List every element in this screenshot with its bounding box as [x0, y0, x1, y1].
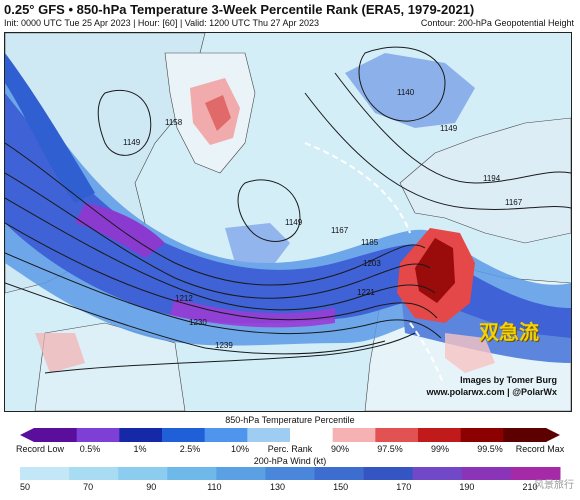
wind-colorbar-segment	[412, 467, 463, 480]
double-jet-annotation: 双急流	[479, 322, 539, 344]
temp-colorbar	[20, 428, 560, 442]
wind-colorbar-segment	[363, 467, 414, 480]
wind-tick-label: 90	[146, 482, 157, 492]
contour-label: 1239	[215, 341, 233, 350]
temp-tick-label: 99.5%	[477, 444, 503, 454]
temp-tick-label: 97.5%	[377, 444, 403, 454]
map-canvas: 1149 1158 1140 1149 1149 1167 1185 1203 …	[5, 33, 571, 411]
annotation-arrow	[304, 142, 411, 234]
temp-colorbar-segment	[76, 428, 120, 442]
contour-label: 1149	[123, 138, 141, 147]
europe-land	[399, 117, 571, 244]
wind-tick-label: 110	[207, 482, 222, 492]
temp-tick-label: 2.5%	[179, 444, 201, 454]
temp-legend-title: 850-hPa Temperature Percentile	[225, 415, 355, 425]
temp-colorbar-segment	[204, 428, 248, 442]
wind-colorbar-segment	[314, 467, 365, 480]
wind-tick-label: 150	[333, 482, 349, 492]
temp-tick-label: 99%	[430, 444, 450, 454]
temp-colorbar-segment	[34, 428, 78, 442]
credit-line-2: www.polarwx.com | @PolarWx	[426, 387, 558, 397]
temp-tick-label: Perc. Rank	[267, 444, 313, 454]
greenland-warm-core	[205, 95, 231, 131]
temp-tick-label: 10%	[230, 444, 250, 454]
contour-label: 1194	[483, 174, 501, 183]
wind-colorbar-segment	[69, 467, 119, 480]
northern-jet-band	[5, 53, 95, 203]
temp-colorbar-segment	[162, 428, 206, 442]
wind-colorbar-segment	[167, 467, 217, 480]
temp-tick-label: 1%	[133, 444, 147, 454]
africa-warm-patches	[445, 333, 495, 373]
annotation-arrow	[409, 322, 444, 384]
iberia-record-core	[415, 238, 455, 303]
wind-colorbar-segment	[461, 467, 512, 480]
height-contours	[5, 46, 571, 374]
temp-colorbar-segment	[503, 428, 547, 442]
colorbar-right-arrow	[546, 428, 560, 442]
contour-label: 1167	[331, 226, 349, 235]
atlantic-blue-patch	[225, 223, 290, 263]
legend-area: 850-hPa Temperature Percentile Record Lo…	[0, 412, 580, 500]
wind-colorbar-segment	[510, 467, 561, 480]
contour-label: 1212	[175, 294, 193, 303]
samerica-warm-patch	[35, 333, 85, 373]
wind-colorbar-segment	[118, 467, 168, 480]
contour-label: 1167	[505, 198, 523, 207]
wind-legend-title: 200-hPa Wind (kt)	[253, 456, 327, 466]
wind-colorbar-segment	[265, 467, 316, 480]
run-info: Init: 0000 UTC Tue 25 Apr 2023 | Hour: […	[4, 18, 320, 28]
wind-tick-label: 50	[19, 482, 31, 492]
temp-colorbar-segment	[247, 428, 291, 442]
temp-colorbar-segment	[290, 428, 334, 442]
watermark: 风景旅行	[534, 480, 574, 491]
temp-tick-label: 0.5%	[79, 444, 101, 454]
temp-colorbar-segment	[332, 428, 376, 442]
wind-tick-label: 210	[522, 482, 538, 492]
temp-colorbar-segment	[460, 428, 504, 442]
contour-label: 1185	[361, 238, 379, 247]
map-title: 0.25° GFS • 850-hPa Temperature 3-Week P…	[4, 2, 475, 17]
temp-tick-label: Record Low	[15, 444, 65, 454]
temp-tick-label: Record Max	[515, 444, 565, 454]
wind-colorbar	[20, 467, 561, 480]
contour-label: 1230	[189, 318, 207, 327]
weather-map: 1149 1158 1140 1149 1149 1167 1185 1203 …	[4, 32, 572, 412]
wind-tick-label: 70	[83, 482, 94, 492]
contour-label: 1149	[285, 218, 303, 227]
african-jet-band	[400, 283, 571, 363]
contour-label: 1203	[363, 259, 381, 268]
temp-colorbar-segment	[119, 428, 163, 442]
contour-note: Contour: 200-hPa Geopotential Height	[420, 18, 574, 28]
contour-label: 1149	[440, 124, 458, 133]
wind-tick-label: 170	[396, 482, 412, 492]
temp-tick-label: 90%	[330, 444, 350, 454]
wind-tick-label: 130	[269, 482, 286, 492]
temp-colorbar-segment	[375, 428, 419, 442]
wind-colorbar-segment	[20, 467, 70, 480]
colorbar-left-arrow	[20, 428, 34, 442]
temp-colorbar-segment	[418, 428, 462, 442]
credit-line-1: Images by Tomer Burg	[460, 375, 557, 385]
wind-colorbar-segment	[216, 467, 266, 480]
contour-label: 1158	[165, 118, 183, 127]
contour-label: 1221	[357, 288, 375, 297]
header: 0.25° GFS • 850-hPa Temperature 3-Week P…	[4, 2, 576, 32]
wind-tick-label: 190	[459, 482, 475, 492]
contour-label: 1140	[397, 88, 415, 97]
